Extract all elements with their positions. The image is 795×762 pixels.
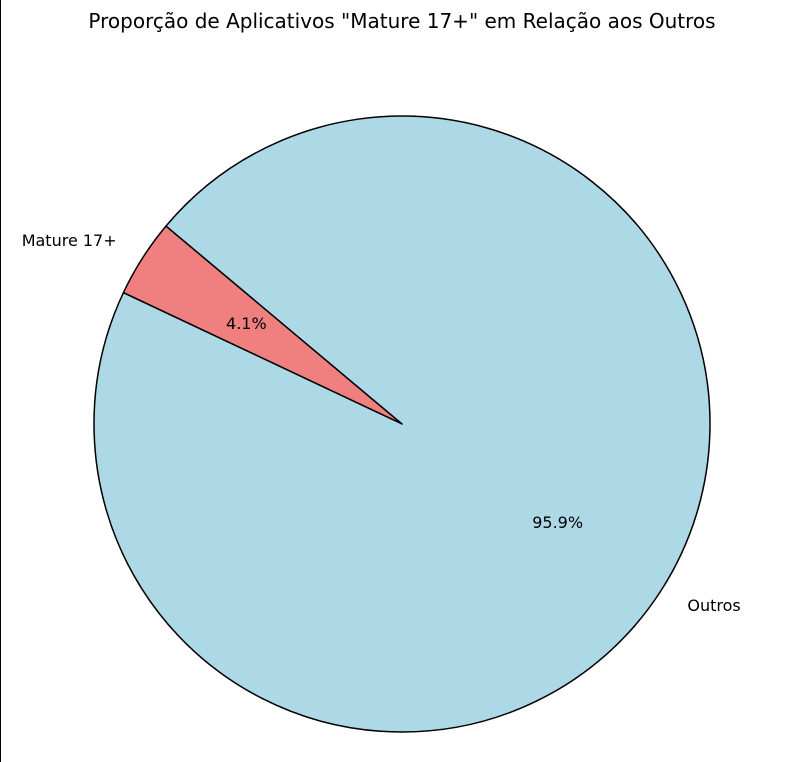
pie-slices [93, 115, 711, 733]
pie-labels: Mature 17+ 4.1% Outros 95.9% [22, 231, 741, 615]
chart-title: Proporção de Aplicativos "Mature 17+" em… [88, 9, 715, 33]
slice-percent-outros: 95.9% [532, 513, 583, 532]
pie-slice-outros [93, 115, 711, 733]
slice-percent-mature-17: 4.1% [226, 314, 267, 333]
slice-label-mature-17: Mature 17+ [22, 231, 117, 250]
figure-frame-edge [0, 0, 1, 762]
slice-label-outros: Outros [687, 596, 740, 615]
